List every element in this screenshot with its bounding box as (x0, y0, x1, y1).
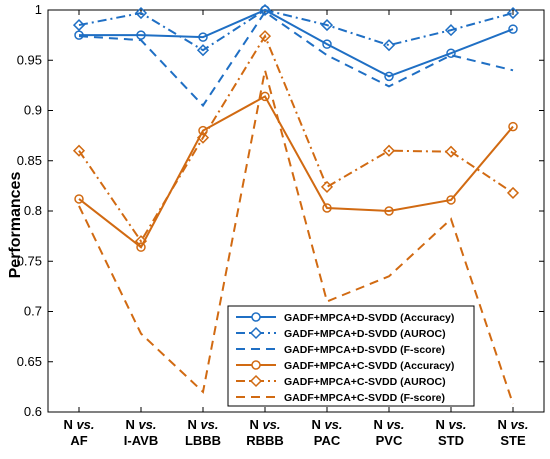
legend-swatch-marker (249, 374, 263, 388)
y-tick-label: 0.65 (17, 354, 42, 369)
data-point (258, 30, 272, 43)
data-point (72, 144, 86, 157)
x-tick-label: I-AVB (124, 433, 158, 448)
data-point (508, 24, 518, 34)
x-tick-label: PAC (314, 433, 341, 448)
data-point (196, 131, 210, 144)
y-tick-label: 0.9 (24, 103, 42, 118)
data-point (136, 242, 146, 252)
data-point (258, 3, 272, 17)
data-point (322, 203, 332, 213)
data-point (134, 6, 148, 20)
data-point (74, 194, 84, 204)
legend-swatch-marker (251, 360, 261, 370)
series-line-3 (78, 95, 514, 249)
y-axis-label: Performances (7, 172, 24, 279)
y-tick-label: 0.6 (24, 404, 42, 419)
data-point (444, 145, 458, 158)
data-point (444, 24, 458, 37)
y-tick-label: 0.8 (24, 203, 42, 218)
legend-box (227, 305, 475, 407)
y-tick-label: 1 (35, 2, 42, 17)
x-tick-label-top: N vs. (63, 417, 94, 432)
legend-swatch-marker (251, 312, 261, 322)
data-point (384, 71, 394, 82)
y-tick-label: 0.95 (17, 52, 42, 67)
x-tick-label: STE (500, 433, 526, 448)
x-tick-label-top: N vs. (435, 417, 466, 432)
data-point (320, 180, 334, 193)
data-point (508, 121, 518, 132)
x-tick-label-top: N vs. (373, 417, 404, 432)
legend-label: GADF+MPCA+D-SVDD (Accuracy) (284, 312, 454, 324)
series-line-4 (78, 33, 514, 244)
data-point (72, 19, 86, 32)
data-point (198, 125, 208, 136)
legend-swatch-marker (249, 326, 263, 340)
x-tick-label-top: N vs. (311, 417, 342, 432)
series-line-5 (78, 70, 514, 405)
x-tick-label: RBBB (246, 433, 284, 448)
series-line-1 (78, 8, 514, 52)
y-tick-label: 0.7 (24, 304, 42, 319)
data-point (506, 186, 520, 199)
x-tick-label-top: N vs. (497, 417, 528, 432)
data-point (506, 6, 520, 20)
series-line-0 (79, 8, 514, 78)
x-tick-label: STD (438, 433, 464, 448)
series-line-2 (78, 10, 514, 108)
legend-label: GADF+MPCA+C-SVDD (Accuracy) (284, 360, 454, 372)
data-point (134, 235, 148, 248)
data-point (382, 39, 396, 52)
x-tick-label: AF (70, 433, 87, 448)
y-tick-label: 0.75 (17, 253, 42, 268)
data-point (446, 48, 456, 58)
legend-label: GADF+MPCA+D-SVDD (F-score) (284, 344, 445, 356)
data-point (196, 44, 210, 57)
x-tick-label: PVC (376, 433, 403, 448)
x-tick-label-top: N vs. (187, 417, 218, 432)
data-point (260, 91, 270, 102)
x-tick-label-top: N vs. (125, 417, 156, 432)
legend-label: GADF+MPCA+C-SVDD (F-score) (284, 392, 445, 404)
data-point (384, 206, 394, 216)
x-tick-label: LBBB (185, 433, 221, 448)
data-point (136, 30, 146, 40)
data-point (446, 195, 456, 205)
data-point (382, 144, 396, 157)
legend-label: GADF+MPCA+C-SVDD (AUROC) (284, 376, 446, 388)
y-tick-label: 0.85 (17, 153, 42, 168)
x-tick-label-top: N vs. (249, 417, 280, 432)
data-point (322, 39, 332, 49)
data-point (320, 19, 334, 32)
data-point (198, 32, 208, 42)
legend-label: GADF+MPCA+D-SVDD (AUROC) (284, 328, 446, 340)
